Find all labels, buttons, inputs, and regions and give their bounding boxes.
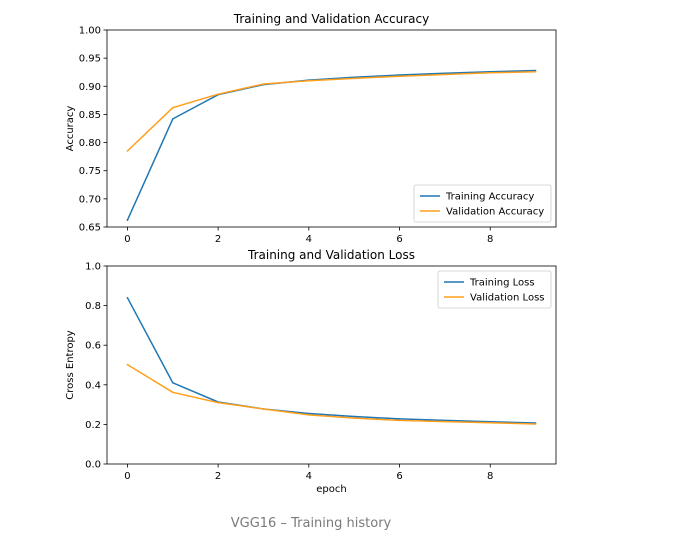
y-tick-label: 0.0	[85, 460, 101, 471]
data-point	[398, 419, 401, 422]
data-point	[126, 296, 129, 299]
y-tick-label: 0.8	[85, 301, 101, 312]
x-tick-label: 0	[124, 471, 130, 482]
plot-frame	[106, 265, 557, 465]
series-line-validation	[127, 363, 536, 425]
y-tick-label: 1.00	[79, 26, 101, 37]
data-point	[217, 93, 219, 95]
data-point	[353, 415, 356, 418]
y-tick-label: 0.65	[79, 223, 101, 234]
x-tick-label: 8	[487, 471, 493, 482]
data-point	[444, 419, 446, 422]
y-tick-label: 0.4	[85, 380, 101, 391]
data-point	[444, 420, 446, 423]
y-tick-label: 0.80	[79, 138, 101, 149]
series-line-training	[126, 297, 536, 424]
legend: Training Loss Validation Loss	[437, 270, 552, 309]
chart-accuracy: 0 2 4 6 8 0.65 0.70 0.75 0.80 0.85 0.90 0.95 1.00 Tra…	[65, 12, 557, 245]
x-tick-label: 0	[124, 234, 130, 245]
data-point	[126, 219, 129, 221]
data-point	[489, 72, 492, 74]
data-point	[126, 150, 129, 152]
chart-title: Training and Validation Accuracy	[233, 12, 429, 26]
y-tick-label: 0.95	[79, 54, 101, 65]
legend-box	[413, 184, 552, 223]
data-point	[262, 83, 265, 85]
y-tick-label: 0.75	[79, 166, 101, 177]
data-point	[172, 391, 174, 394]
data-point	[534, 423, 537, 425]
data-point	[444, 73, 446, 76]
plot-frame	[106, 29, 557, 228]
data-point	[534, 70, 537, 73]
data-point	[444, 72, 446, 75]
x-tick-label: 6	[396, 471, 402, 482]
y-tick-label: 0.6	[85, 341, 101, 352]
chart-title: Training and Validation Loss	[247, 248, 415, 262]
x-tick-label: 4	[306, 471, 312, 482]
x-tick-label: 6	[396, 234, 402, 245]
y-tick-label: 0.85	[79, 110, 101, 121]
y-tick-label: 0.90	[79, 82, 101, 93]
data-point	[353, 77, 356, 80]
data-point	[172, 382, 174, 384]
data-point	[398, 418, 401, 420]
chart-loss: 0 2 4 6 8 0.0 0.2 0.4 0.6 0.8 1.0 Training and Vali…	[65, 248, 557, 495]
data-point	[217, 401, 219, 404]
series-line-training	[126, 69, 536, 221]
x-tick-label: 2	[215, 471, 221, 482]
x-axis-label: epoch	[316, 484, 346, 495]
data-point	[172, 118, 174, 120]
data-point	[126, 363, 129, 366]
y-tick-label: 1.0	[85, 262, 101, 273]
data-point	[489, 422, 492, 424]
legend-label: Training Loss	[469, 278, 535, 289]
data-point	[308, 412, 310, 415]
data-point	[398, 74, 401, 76]
y-tick-label: 0.70	[79, 194, 101, 205]
data-point	[262, 408, 265, 410]
y-tick-label: 0.2	[85, 420, 101, 431]
x-tick-label: 8	[487, 234, 493, 245]
data-point	[308, 79, 310, 82]
series-line-validation	[126, 70, 536, 152]
x-tick-label: 2	[215, 234, 221, 245]
data-point	[398, 75, 401, 77]
legend-label: Validation Accuracy	[446, 207, 544, 218]
figure-caption: VGG16 – Training history	[230, 516, 392, 531]
legend: Training Accuracy Validation Accuracy	[413, 184, 552, 223]
data-point	[534, 69, 537, 72]
x-tick-label: 4	[306, 234, 312, 245]
legend-box	[437, 270, 552, 309]
y-axis-label: Accuracy	[65, 106, 76, 152]
y-axis-label: Cross Entropy	[65, 330, 76, 400]
data-point	[308, 414, 310, 416]
legend-label: Training Accuracy	[445, 192, 534, 203]
legend-label: Validation Loss	[470, 293, 545, 304]
data-point	[172, 106, 174, 109]
data-point	[353, 417, 356, 419]
